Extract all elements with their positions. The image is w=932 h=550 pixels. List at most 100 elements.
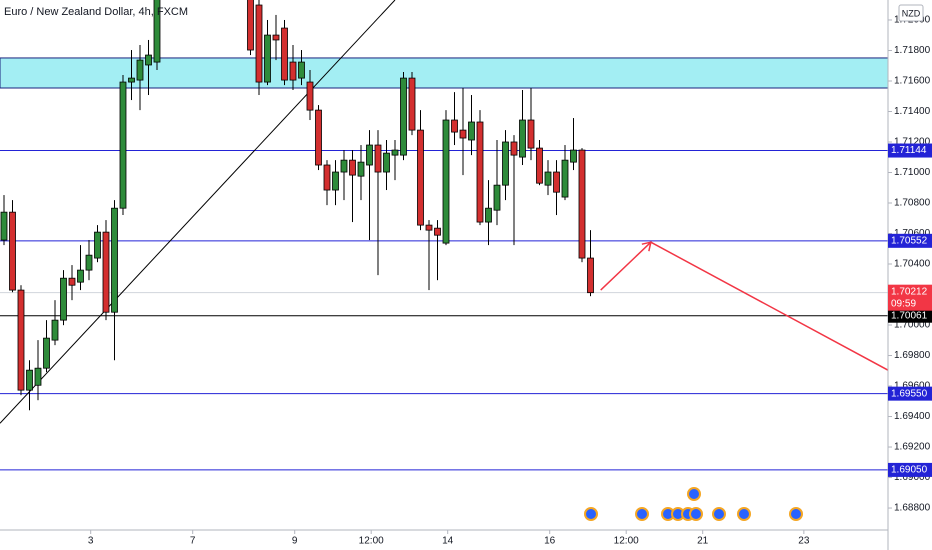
level-label: 1.69050 bbox=[891, 465, 928, 476]
candle-body bbox=[340, 159, 348, 173]
candle-body bbox=[553, 171, 560, 193]
current-price-label: 1.70212 bbox=[891, 286, 928, 297]
current-price-box bbox=[888, 284, 932, 311]
x-tick-label: 16 bbox=[544, 536, 556, 547]
y-tick-label: 1.70000 bbox=[894, 320, 931, 331]
level-label: 1.70061 bbox=[891, 310, 928, 321]
candle-body bbox=[366, 144, 373, 166]
level-label: 1.70552 bbox=[891, 235, 928, 246]
candle-body bbox=[264, 34, 271, 83]
event-icon[interactable] bbox=[737, 507, 751, 521]
candle-body bbox=[527, 119, 535, 149]
candle-body bbox=[349, 159, 356, 176]
y-tick-label: 1.70800 bbox=[894, 198, 931, 209]
candle-body bbox=[145, 54, 152, 66]
candle-body bbox=[383, 152, 390, 173]
candle-body bbox=[510, 141, 518, 156]
candle-body bbox=[391, 149, 399, 156]
candle-body bbox=[255, 4, 263, 83]
candle-body bbox=[102, 231, 110, 313]
event-icon[interactable] bbox=[712, 507, 726, 521]
x-tick-label: 7 bbox=[190, 536, 196, 547]
candle-body bbox=[357, 161, 365, 177]
x-tick-label: 12:00 bbox=[614, 536, 639, 547]
currency-box bbox=[898, 4, 924, 22]
chart-title: Euro / New Zealand Dollar, 4h, FXCM bbox=[4, 6, 188, 18]
candle-body bbox=[298, 61, 305, 79]
x-tick-label: 12:00 bbox=[359, 536, 384, 547]
level-label-box bbox=[888, 462, 932, 477]
candle-body bbox=[544, 171, 552, 186]
candle-body bbox=[153, 0, 161, 63]
candle-body bbox=[94, 231, 101, 259]
event-icon[interactable] bbox=[689, 507, 703, 521]
candle-body bbox=[9, 211, 16, 291]
event-icon[interactable] bbox=[789, 507, 803, 521]
y-tick-label: 1.68800 bbox=[894, 503, 931, 514]
candle-body bbox=[272, 34, 280, 41]
candle-body bbox=[85, 254, 93, 271]
x-tick-label: 9 bbox=[292, 536, 298, 547]
candle-body bbox=[476, 121, 484, 223]
candle-body bbox=[578, 149, 586, 259]
candle-body bbox=[459, 129, 467, 139]
candle-body bbox=[17, 289, 25, 391]
level-label: 1.69550 bbox=[891, 388, 928, 399]
candle-body bbox=[417, 129, 424, 226]
candle-body bbox=[289, 61, 297, 81]
x-tick-label: 14 bbox=[442, 536, 454, 547]
candle-body bbox=[570, 149, 577, 163]
candle-body bbox=[561, 159, 569, 198]
candle-body bbox=[136, 59, 144, 81]
candle-body bbox=[434, 227, 441, 236]
candle-body bbox=[425, 224, 433, 231]
candle-body bbox=[468, 121, 475, 141]
arrow-head bbox=[641, 241, 652, 252]
candle-body bbox=[332, 171, 339, 191]
y-tick-label: 1.71800 bbox=[894, 45, 931, 56]
event-icon[interactable] bbox=[584, 507, 598, 521]
x-tick-label: 3 bbox=[88, 536, 94, 547]
candle-body bbox=[493, 184, 501, 211]
plot-area bbox=[0, 0, 888, 471]
x-tick-label: 23 bbox=[798, 536, 810, 547]
candle-body bbox=[281, 27, 288, 81]
y-tick-label: 1.70400 bbox=[894, 259, 931, 270]
candle-body bbox=[400, 77, 407, 156]
candle-body bbox=[451, 119, 458, 133]
candle-body bbox=[247, 0, 254, 51]
y-tick-label: 1.69200 bbox=[894, 442, 931, 453]
candle-body bbox=[519, 119, 526, 158]
candle-body bbox=[111, 207, 118, 313]
y-tick-label: 1.71600 bbox=[894, 76, 931, 87]
candle-body bbox=[502, 141, 509, 186]
candle-body bbox=[51, 319, 59, 341]
candle-body bbox=[442, 119, 450, 244]
candle-body bbox=[26, 369, 33, 391]
candle-body bbox=[408, 77, 416, 131]
candle-body bbox=[536, 147, 543, 184]
candle-body bbox=[128, 77, 135, 83]
y-tick-label: 1.69400 bbox=[894, 411, 931, 422]
candle-body bbox=[485, 207, 492, 223]
event-icon[interactable] bbox=[687, 487, 701, 501]
y-tick-label: 1.69600 bbox=[894, 381, 931, 392]
event-icon[interactable] bbox=[635, 507, 649, 521]
level-label-box bbox=[888, 386, 932, 401]
y-tick-label: 1.71400 bbox=[894, 106, 931, 117]
x-tick-label: 21 bbox=[697, 536, 709, 547]
candle-body bbox=[587, 257, 594, 294]
zone bbox=[0, 57, 888, 89]
level-label-box bbox=[888, 233, 932, 248]
trendline bbox=[0, 0, 396, 424]
y-tick-label: 1.69000 bbox=[894, 472, 931, 483]
candle-body bbox=[306, 81, 314, 111]
y-tick-label: 1.71200 bbox=[894, 137, 931, 148]
y-tick-label: 1.71000 bbox=[894, 167, 931, 178]
currency-label: NZD bbox=[902, 8, 921, 18]
candle-body bbox=[43, 337, 50, 369]
candle-body bbox=[77, 269, 84, 283]
